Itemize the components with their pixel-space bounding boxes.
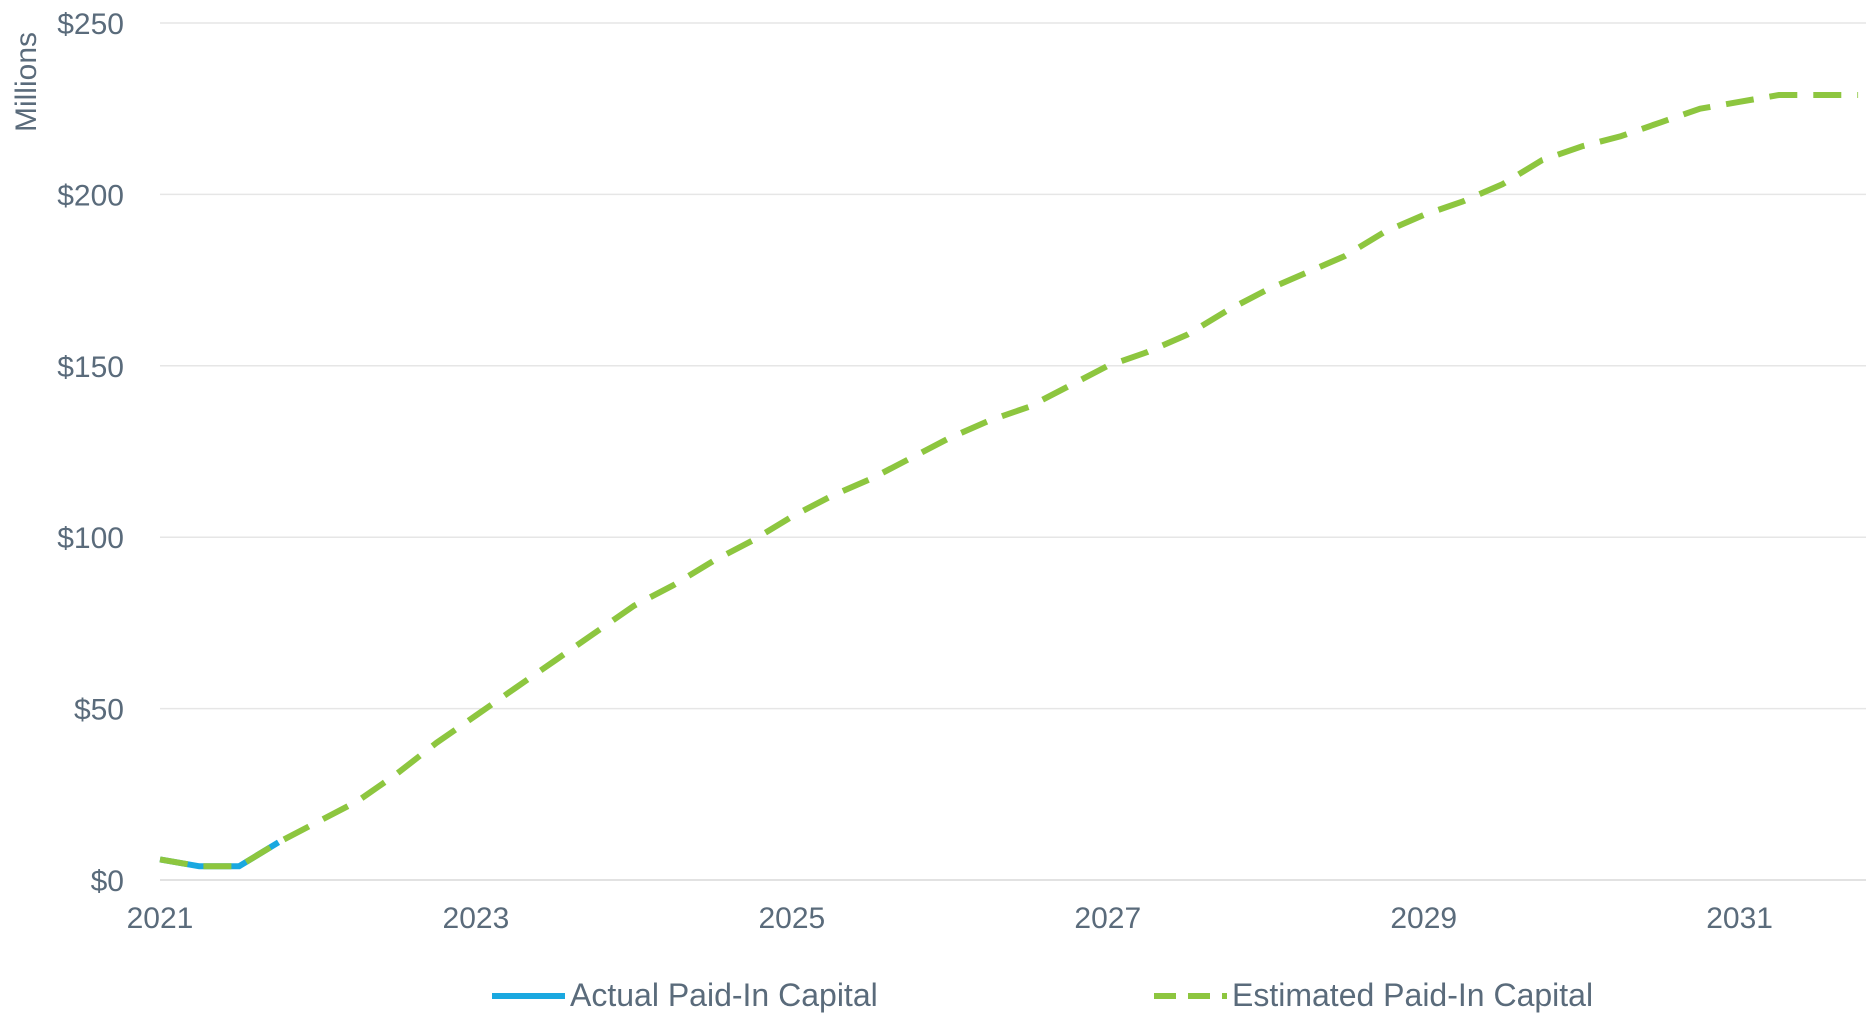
- y-axis-ticks: $0 $50 $100 $150 $200 $250: [57, 8, 124, 898]
- y-tick-label: $150: [57, 351, 124, 384]
- x-tick-label: 2031: [1706, 902, 1773, 935]
- series-lines: [159, 92, 1859, 870]
- x-tick-label: 2021: [127, 902, 194, 935]
- x-tick-label: 2023: [443, 902, 510, 935]
- y-tick-label: $250: [57, 8, 124, 41]
- legend-label: Estimated Paid-In Capital: [1232, 977, 1593, 1013]
- x-tick-label: 2027: [1074, 902, 1141, 935]
- y-tick-label: $100: [57, 522, 124, 555]
- series-line-estimated: [159, 92, 1859, 870]
- y-axis-title: Millions: [10, 32, 43, 132]
- gridlines: [160, 22, 1866, 881]
- y-tick-label: $50: [74, 694, 124, 727]
- legend-label: Actual Paid-In Capital: [570, 977, 878, 1013]
- y-tick-label: $200: [57, 179, 124, 212]
- y-tick-label: $0: [91, 865, 124, 898]
- x-tick-label: 2029: [1390, 902, 1457, 935]
- x-axis-ticks: 2021 2023 2025 2027 2029 2031: [127, 902, 1773, 935]
- x-tick-label: 2025: [758, 902, 825, 935]
- legend: Actual Paid-In Capital Estimated Paid-In …: [492, 977, 1593, 1013]
